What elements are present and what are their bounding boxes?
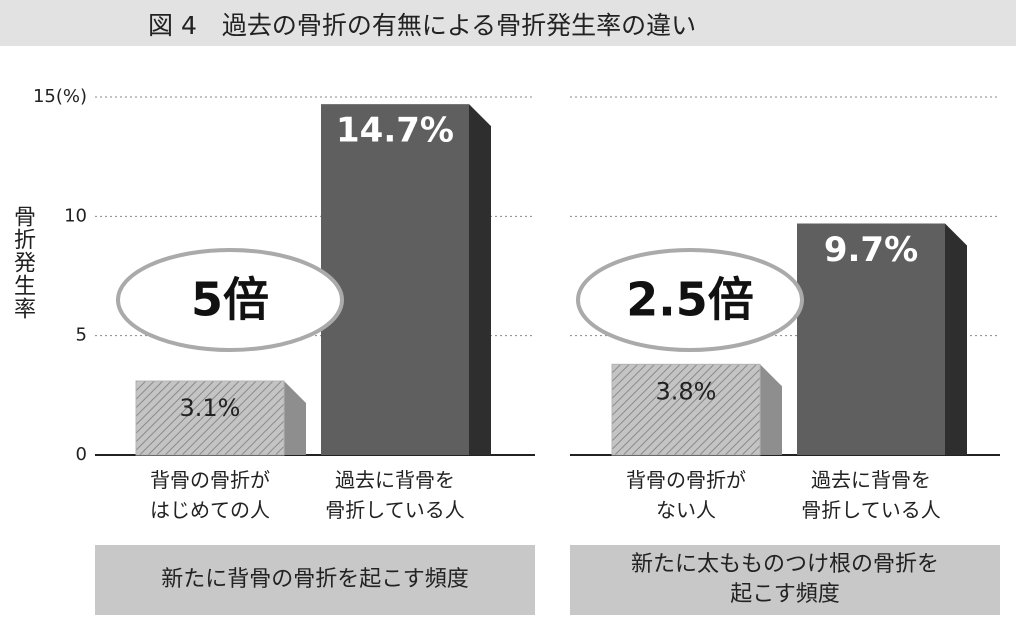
x-tick-label: 過去に背骨を 骨折している人 [295,465,495,525]
annotation: 2.5倍 [626,273,754,327]
page: 図 4 過去の骨折の有無による骨折発生率の違い 骨折発生率 051015(%)3… [0,0,1016,620]
bar-side [760,364,782,455]
x-tick-label: 過去に背骨を 骨折している人 [771,465,971,525]
bar-side [469,104,491,455]
value-label: 3.8% [656,377,717,405]
value-label: 9.7% [824,230,918,270]
y-tick-label: 15(%) [33,86,87,107]
bar-side [945,223,967,455]
annotation: 5倍 [191,273,269,327]
caption: 新たに背骨の骨折を起こす頻度 [95,545,535,615]
y-tick-label: 10 [64,205,87,226]
bar-side [284,381,306,455]
value-label: 14.7% [336,111,454,151]
x-tick-label: 背骨の骨折が ない人 [586,465,786,525]
x-tick-label: 背骨の骨折が はじめての人 [110,465,310,525]
y-tick-label: 5 [76,325,87,346]
y-tick-label: 0 [76,444,87,465]
bar [321,104,469,455]
value-label: 3.1% [180,394,241,422]
caption: 新たに太もものつけ根の骨折を 起こす頻度 [570,545,1000,615]
chart: 0 5 10 15(%) 3.1% 14.7% 5倍 3.8% 9.7% 2.5倍 [0,0,1016,620]
